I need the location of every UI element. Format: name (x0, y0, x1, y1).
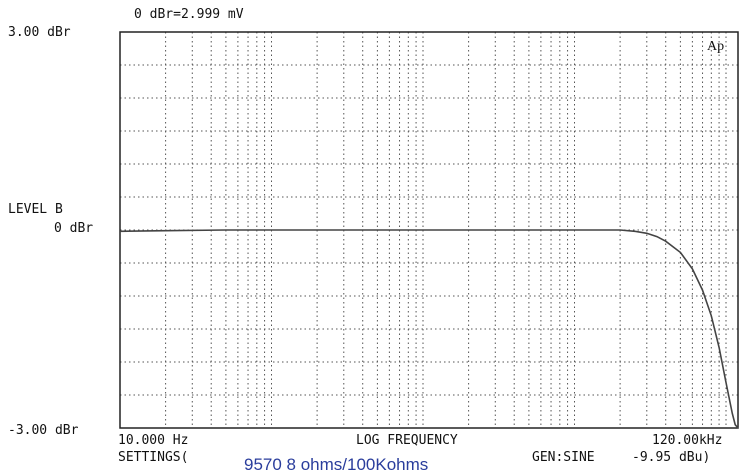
generator-level-label: -9.95 dBu) (632, 450, 711, 465)
y-axis-title: LEVEL B (8, 202, 63, 217)
generator-label: GEN:SINE (532, 450, 595, 465)
x-axis-max-label: 120.00kHz (652, 433, 723, 448)
x-axis-min-label: 10.000 Hz (118, 433, 189, 448)
ap-logo: Ap (707, 39, 725, 54)
y-axis-min-label: -3.00 dBr (8, 423, 79, 438)
x-axis-title: LOG FREQUENCY (356, 433, 458, 448)
reference-level-label: 0 dBr=2.999 mV (134, 7, 244, 22)
y-axis-max-label: 3.00 dBr (8, 25, 71, 40)
plot-frame (119, 31, 739, 429)
caption-label: 9570 8 ohms/100Kohms (244, 455, 429, 474)
settings-label: SETTINGS( (118, 450, 189, 465)
y-axis-zero-label: 0 dBr (54, 221, 94, 236)
response-curve-line (119, 229, 739, 429)
